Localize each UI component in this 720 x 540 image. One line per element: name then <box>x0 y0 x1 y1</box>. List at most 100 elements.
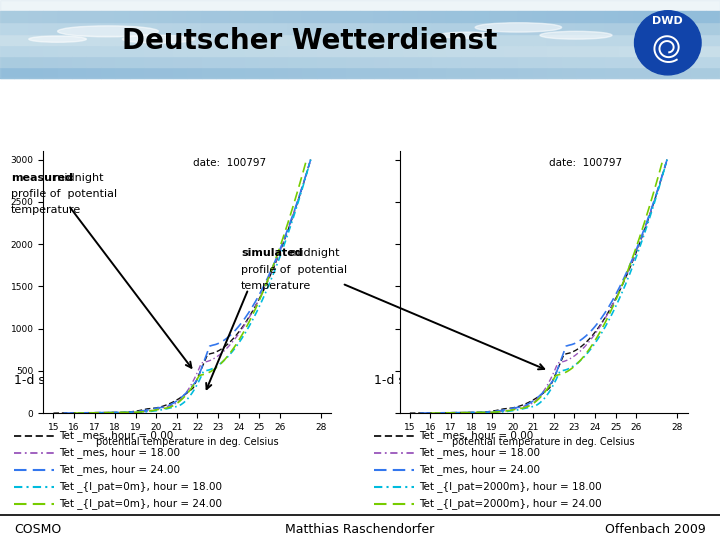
Bar <box>648 45 662 56</box>
Bar <box>648 67 662 78</box>
Bar <box>58 33 72 45</box>
Bar <box>158 11 173 22</box>
Bar <box>158 45 173 56</box>
Bar <box>144 67 158 78</box>
Text: temperature: temperature <box>241 281 312 291</box>
Bar <box>490 56 504 67</box>
Bar <box>432 22 446 33</box>
Bar <box>317 33 331 45</box>
Bar <box>216 67 230 78</box>
Bar <box>29 56 43 67</box>
Bar <box>101 11 115 22</box>
Bar <box>418 33 432 45</box>
Bar <box>446 11 461 22</box>
Bar <box>72 11 86 22</box>
Bar <box>216 22 230 33</box>
Bar <box>43 33 58 45</box>
Bar <box>0 22 14 33</box>
Bar <box>158 33 173 45</box>
Bar <box>403 22 418 33</box>
Bar <box>259 45 274 56</box>
Bar <box>187 45 202 56</box>
Bar <box>619 56 634 67</box>
Bar <box>374 11 389 22</box>
Bar <box>245 45 259 56</box>
Bar <box>518 56 533 67</box>
Text: Tet _mes, hour = 18.00: Tet _mes, hour = 18.00 <box>59 447 180 458</box>
Bar <box>475 22 490 33</box>
Text: 1-d simulations without the circulation term: 1-d simulations without the circulation … <box>14 374 289 387</box>
Bar <box>533 11 547 22</box>
Bar <box>418 56 432 67</box>
Text: 1-d simulations including the circulation term: 1-d simulations including the circulatio… <box>374 374 659 387</box>
Bar <box>29 22 43 33</box>
Text: Matthias Raschendorfer: Matthias Raschendorfer <box>285 523 435 536</box>
Bar <box>288 45 302 56</box>
Text: Tet _{l_pat=2000m}, hour = 24.00: Tet _{l_pat=2000m}, hour = 24.00 <box>419 498 602 509</box>
Bar <box>173 56 187 67</box>
Circle shape <box>58 26 158 37</box>
Bar <box>115 33 130 45</box>
Bar <box>86 33 101 45</box>
Bar <box>634 33 648 45</box>
Text: temperature: temperature <box>11 205 81 215</box>
Bar <box>173 22 187 33</box>
Bar <box>533 67 547 78</box>
Bar <box>144 33 158 45</box>
Bar <box>202 22 216 33</box>
Bar <box>504 67 518 78</box>
Bar <box>202 11 216 22</box>
Bar <box>274 45 288 56</box>
Bar <box>173 45 187 56</box>
Bar <box>590 45 605 56</box>
Bar <box>490 22 504 33</box>
Bar <box>576 33 590 45</box>
Bar <box>29 33 43 45</box>
Text: height in m: height in m <box>47 398 107 408</box>
Text: COSMO: COSMO <box>14 523 62 536</box>
Bar <box>302 22 317 33</box>
Bar <box>331 22 346 33</box>
Bar <box>432 45 446 56</box>
Bar <box>43 45 58 56</box>
Bar <box>274 22 288 33</box>
Circle shape <box>29 36 86 42</box>
Bar <box>677 67 691 78</box>
Bar <box>691 67 706 78</box>
Bar <box>648 11 662 22</box>
Text: simulated: simulated <box>241 248 303 259</box>
Text: profile of  potential: profile of potential <box>241 265 347 275</box>
Bar <box>504 56 518 67</box>
Bar <box>288 22 302 33</box>
Bar <box>346 67 360 78</box>
Text: Tet _mes, hour = 18.00: Tet _mes, hour = 18.00 <box>419 447 540 458</box>
Bar <box>590 11 605 22</box>
Text: Tet _{l_pat=2000m}, hour = 18.00: Tet _{l_pat=2000m}, hour = 18.00 <box>419 481 602 492</box>
Bar <box>461 11 475 22</box>
Bar <box>202 56 216 67</box>
Bar <box>706 67 720 78</box>
Bar <box>562 45 576 56</box>
Bar <box>0 45 14 56</box>
Circle shape <box>634 11 701 75</box>
Bar <box>86 45 101 56</box>
Bar <box>619 11 634 22</box>
Bar <box>403 56 418 67</box>
Bar <box>43 22 58 33</box>
Bar <box>634 45 648 56</box>
Bar <box>518 11 533 22</box>
Bar <box>14 56 29 67</box>
Bar <box>302 67 317 78</box>
Bar <box>562 67 576 78</box>
Bar <box>677 33 691 45</box>
Bar <box>115 67 130 78</box>
Bar <box>432 67 446 78</box>
Bar <box>475 11 490 22</box>
Bar <box>302 56 317 67</box>
Text: date:  100797: date: 100797 <box>549 158 623 168</box>
Bar <box>86 22 101 33</box>
Bar <box>202 45 216 56</box>
Bar <box>317 22 331 33</box>
Bar <box>533 45 547 56</box>
Text: Tet _mes, hour = 0.00: Tet _mes, hour = 0.00 <box>59 430 174 441</box>
